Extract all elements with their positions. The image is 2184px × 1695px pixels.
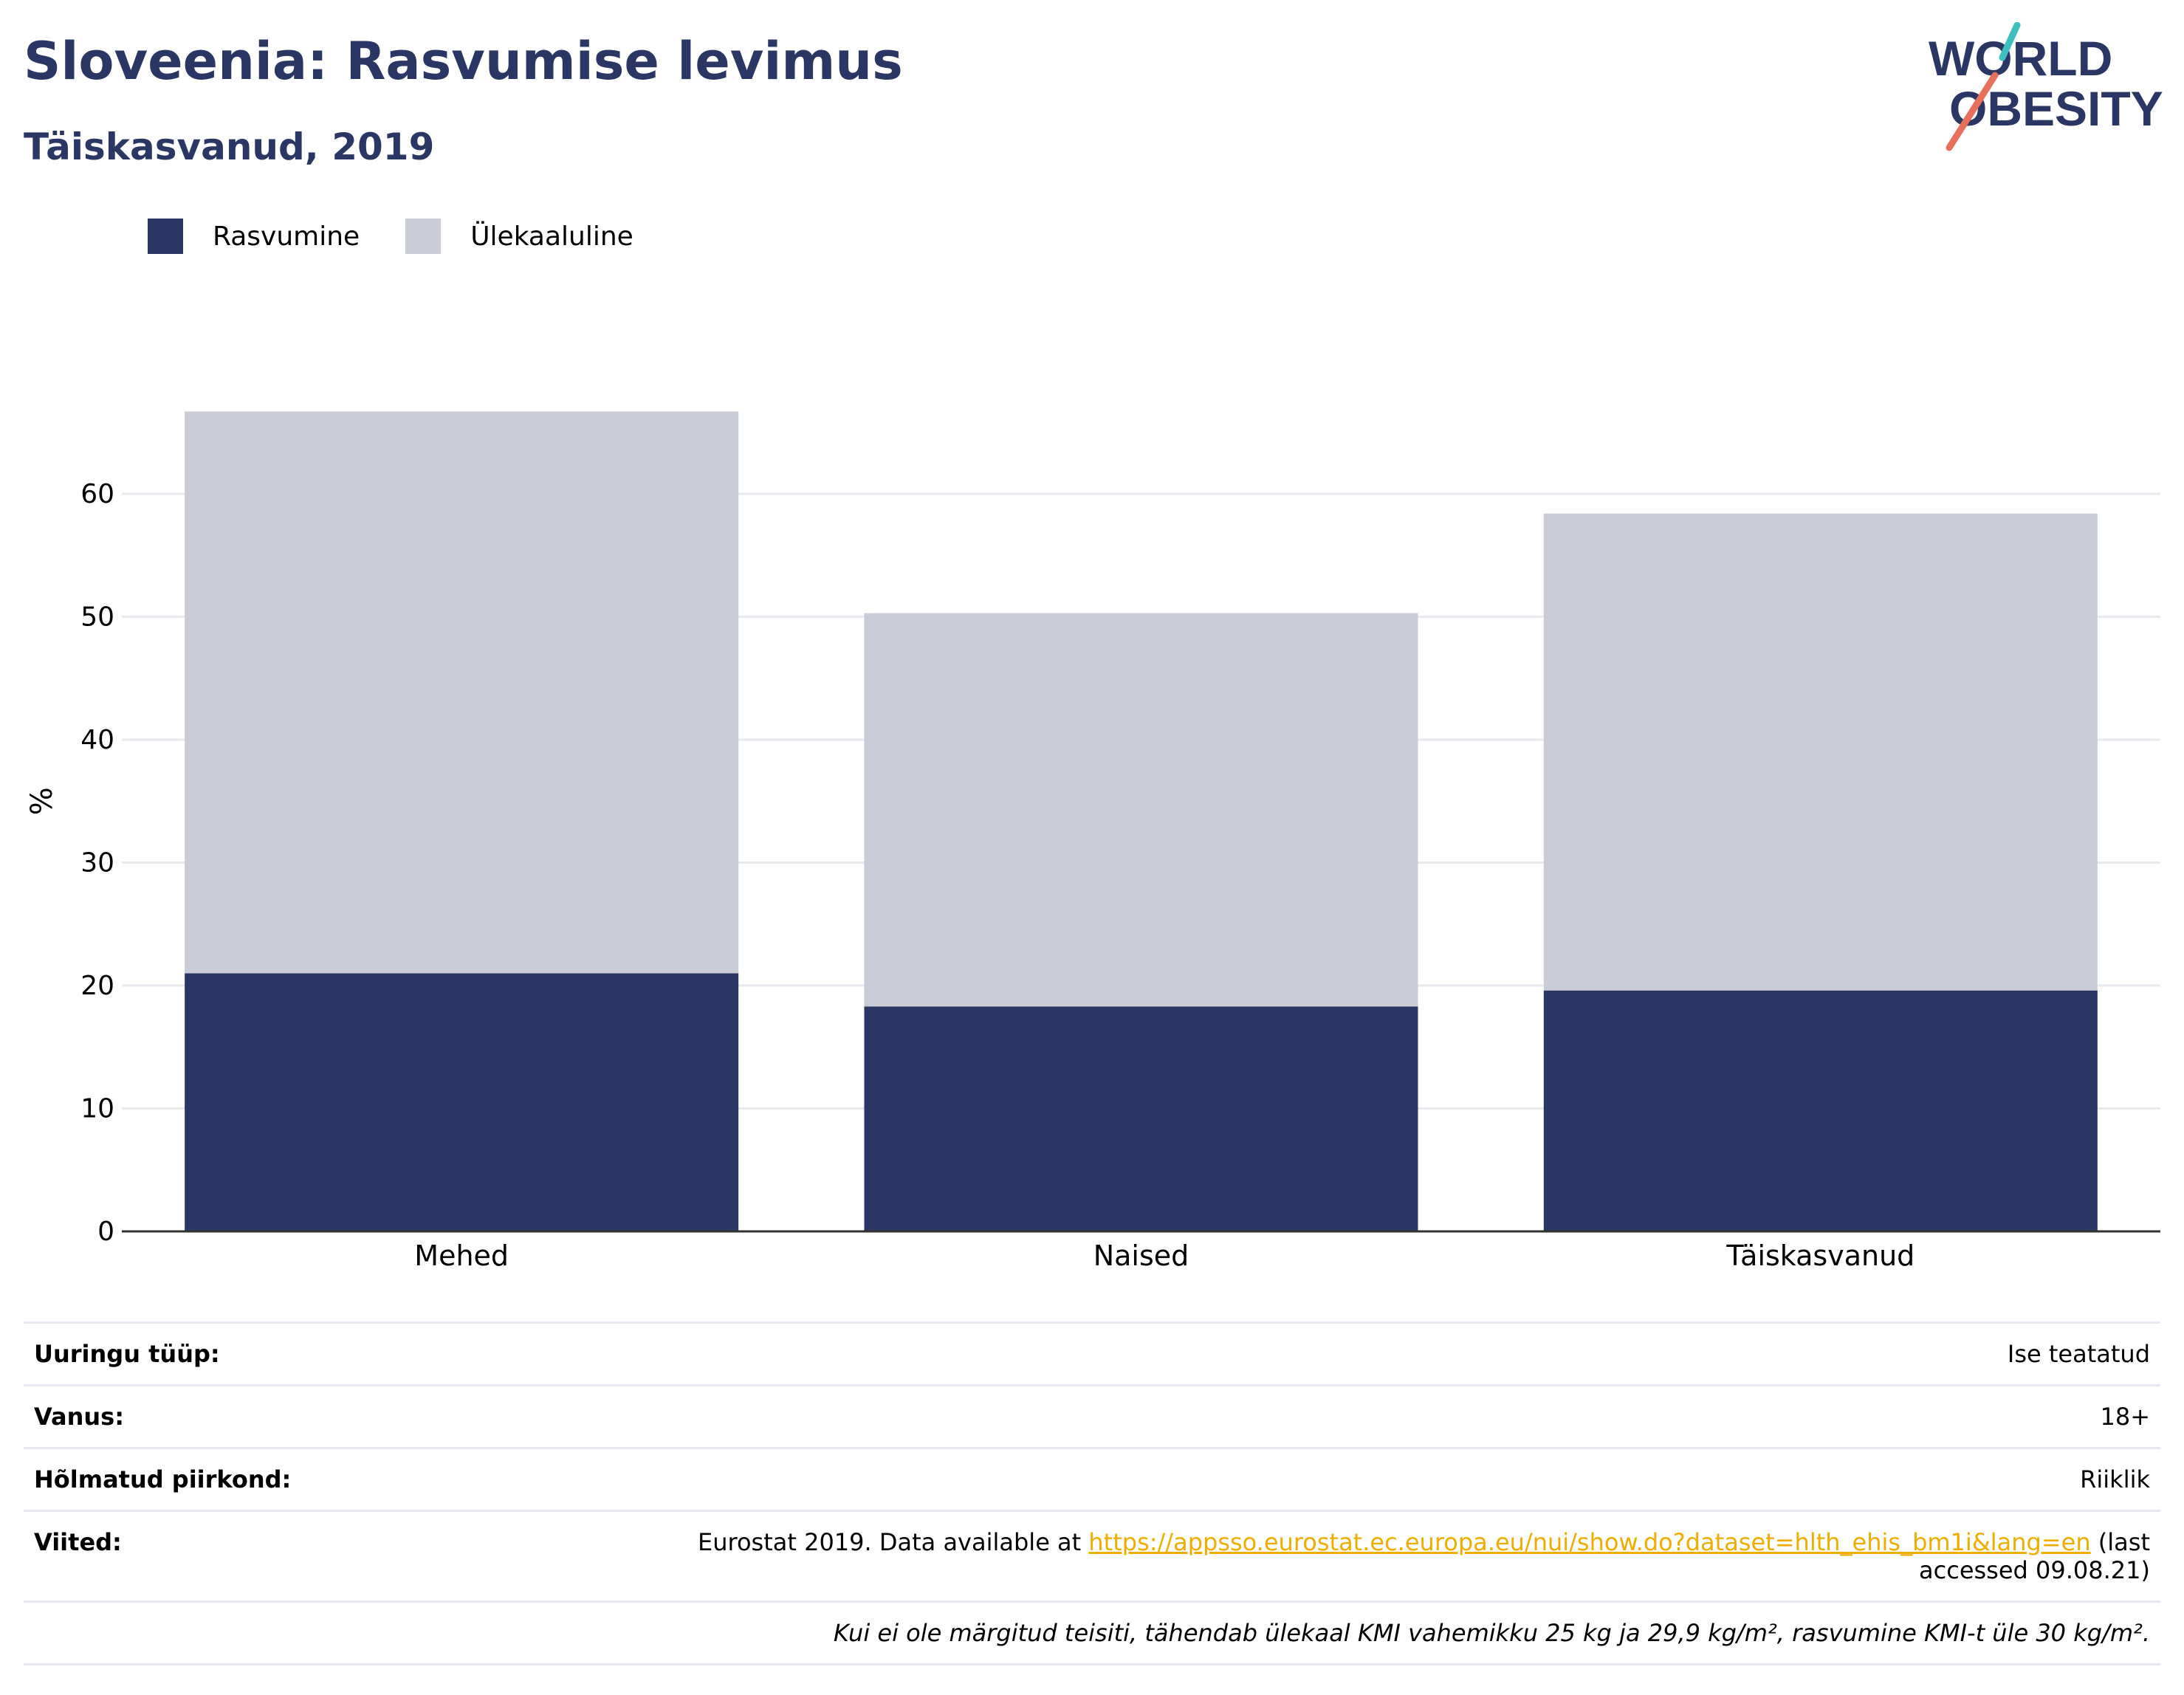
y-tick-label: 50 (80, 602, 114, 633)
y-tick-label: 40 (80, 725, 114, 755)
x-tick-label: Naised (1093, 1240, 1189, 1272)
legend-label-obesity: Rasvumine (213, 221, 360, 252)
y-tick-label: 10 (80, 1094, 114, 1124)
bar-obesity (1543, 990, 2098, 1231)
legend-item-overweight[interactable]: Ülekaaluline (405, 219, 633, 254)
y-axis-label: % (25, 787, 59, 815)
bar-overweight (864, 613, 1418, 1007)
y-tick-label: 60 (80, 479, 114, 509)
y-tick-label: 0 (97, 1217, 114, 1247)
info-row-footnote: Kui ei ole märgitud teisiti, tähendab ül… (24, 1601, 2160, 1665)
logo-line2: OBESITY (1949, 81, 2163, 136)
references-link[interactable]: https://appsso.eurostat.ec.europa.eu/nui… (1088, 1528, 2091, 1556)
region-label: Hõlmatud piirkond: (34, 1465, 292, 1493)
world-obesity-logo: WORLD OBESITY (1927, 22, 2171, 155)
chart-legend: Rasvumine Ülekaaluline (148, 219, 679, 254)
references-value: Eurostat 2019. Data available at https:/… (636, 1528, 2150, 1584)
bar-obesity (864, 1006, 1418, 1231)
definition-footnote: Kui ei ole märgitud teisiti, tähendab ül… (833, 1619, 2150, 1647)
info-row-age: Vanus: 18+ (24, 1384, 2160, 1447)
y-tick-label: 20 (80, 971, 114, 1001)
survey-type-value: Ise teatatud (2007, 1340, 2150, 1368)
bar-overweight (185, 411, 739, 974)
chart-title: Sloveenia: Rasvumise levimus (24, 31, 903, 92)
region-value: Riiklik (2080, 1465, 2150, 1493)
x-tick-label: Mehed (414, 1240, 509, 1272)
bar-overweight (1543, 513, 2098, 991)
references-prefix: Eurostat 2019. Data available at (698, 1528, 1089, 1556)
references-label: Viited: (34, 1528, 122, 1556)
legend-item-obesity[interactable]: Rasvumine (148, 219, 360, 254)
info-row-references: Viited: Eurostat 2019. Data available at… (24, 1510, 2160, 1601)
age-value: 18+ (2100, 1403, 2150, 1431)
chart-subtitle: Täiskasvanud, 2019 (24, 126, 435, 168)
logo-line1: WORLD (1929, 31, 2112, 86)
info-row-region: Hõlmatud piirkond: Riiklik (24, 1447, 2160, 1510)
legend-label-overweight: Ülekaaluline (470, 221, 633, 252)
x-tick-label: Täiskasvanud (1725, 1240, 1915, 1272)
legend-swatch-obesity (148, 219, 183, 254)
legend-swatch-overweight (405, 219, 442, 254)
info-table: Uuringu tüüp: Ise teatatud Vanus: 18+ Hõ… (24, 1321, 2160, 1665)
stacked-bar-chart: 0 10 20 30 40 50 60% Mehed Naised Täiskasvanud (25, 411, 2160, 1272)
survey-type-label: Uuringu tüüp: (34, 1340, 220, 1368)
bar-obesity (185, 973, 739, 1231)
info-row-survey: Uuringu tüüp: Ise teatatud (24, 1321, 2160, 1384)
age-label: Vanus: (34, 1403, 125, 1431)
references-suffix: (last accessed 09.08.21) (1919, 1528, 2150, 1584)
y-tick-label: 30 (80, 848, 114, 879)
